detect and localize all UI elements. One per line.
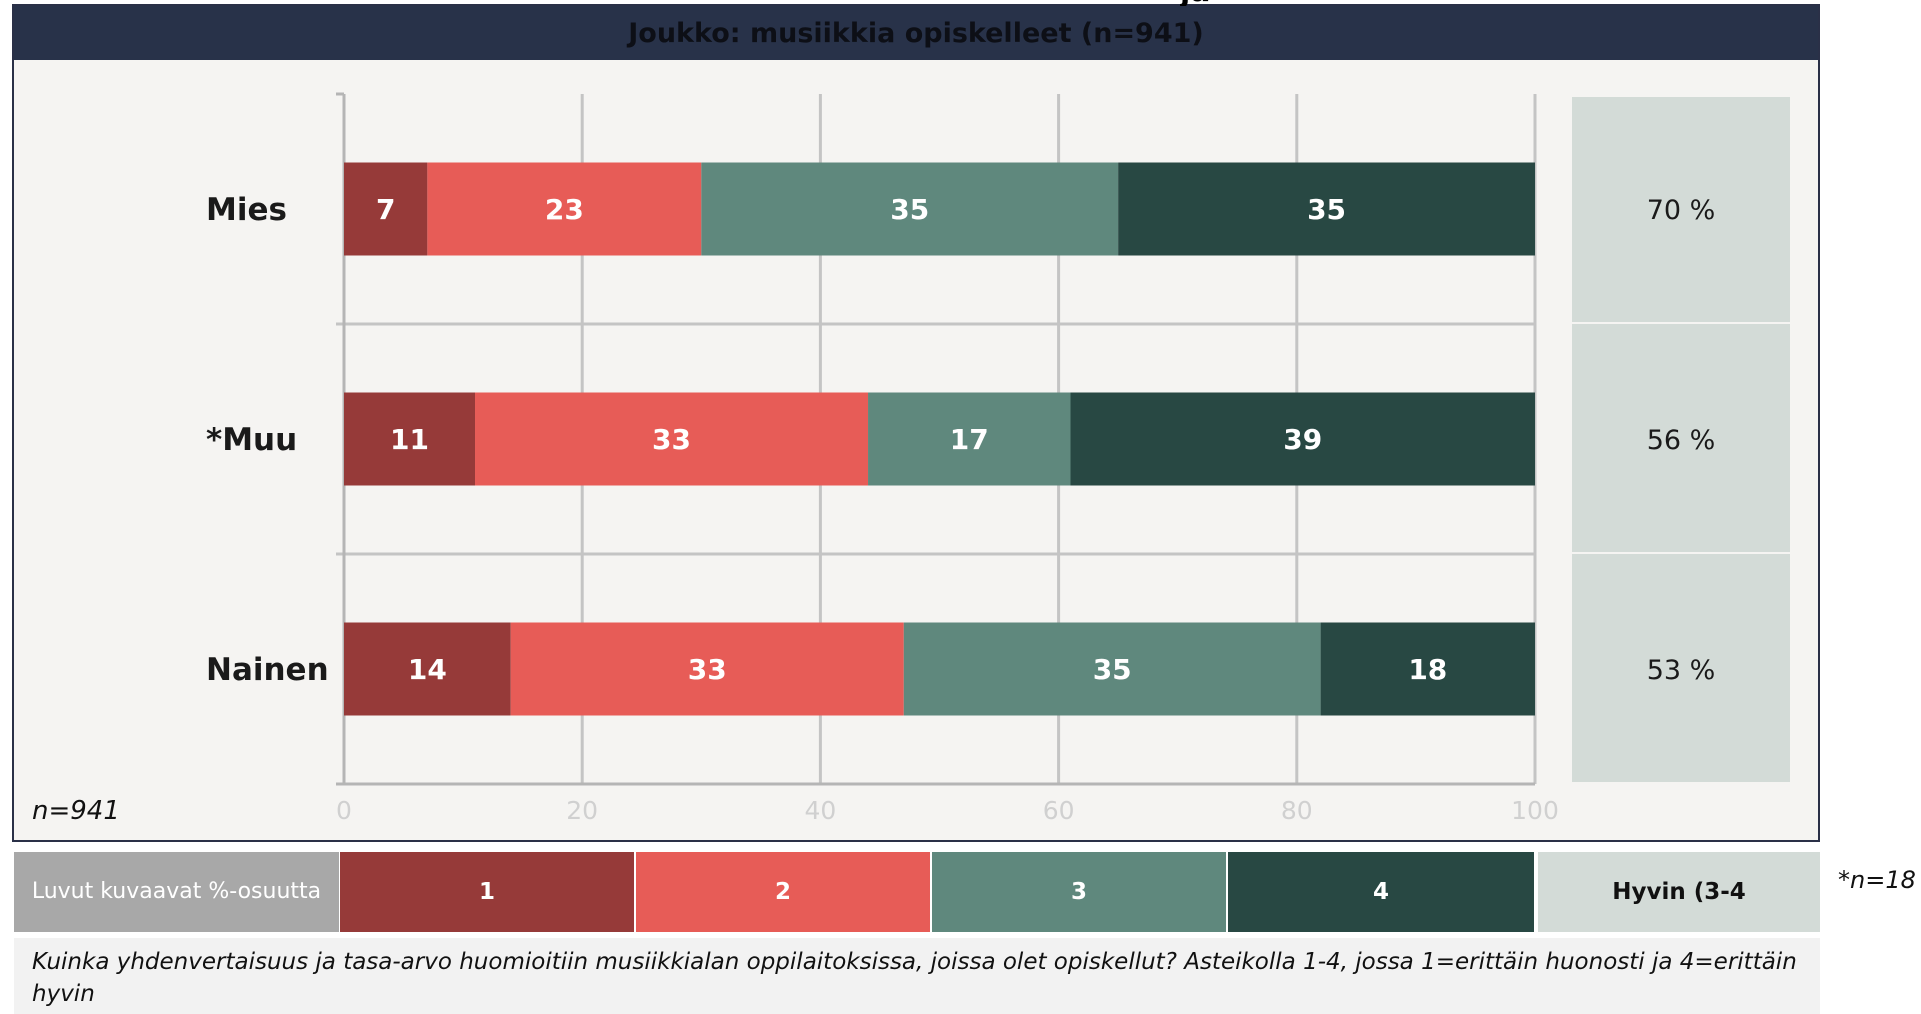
legend-item-1: 1 [340,852,634,932]
x-tick-label: 100 [1511,796,1559,825]
data-label: 35 [1307,193,1346,226]
data-label: 35 [890,193,929,226]
legend-item-3: 3 [932,852,1226,932]
summary-cell [1572,554,1790,782]
bar-segment [475,392,869,486]
data-label: 14 [408,653,447,686]
category-label: Mies [206,192,287,228]
bar-segment [1118,162,1535,256]
chart-frame: Joukko: musiikkia opiskelleet (n=941) 0 2… [12,4,1820,842]
x-tick-label: 0 [336,796,352,825]
question-text: Kuinka yhdenvertaisuus ja tasa-arvo huom… [14,938,1820,1014]
x-tick-label: 20 [566,796,598,825]
bar-segment [344,162,428,256]
summary-value: 53 % [1647,655,1716,686]
summary-cell [1572,324,1790,552]
legend-item-4: 4 [1228,852,1534,932]
bar-segment [701,162,1119,256]
category-label: Nainen [206,652,329,688]
bar-segment [868,392,1071,486]
bar-segment [344,392,476,486]
legend-item-2: 2 [636,852,930,932]
x-tick-label: 60 [1043,796,1075,825]
bar-segment [427,162,702,256]
x-tick-label: 80 [1281,796,1313,825]
data-label: 39 [1283,423,1322,456]
data-label: 7 [376,193,395,226]
data-label: 33 [652,423,691,456]
bar-segment [903,622,1321,716]
data-label: 23 [545,193,584,226]
stacked-bar-chart: 0 20 40 60 80 100 Mies 7 23 35 35 *Muu 11 33 17 39 Naine… [206,92,1790,825]
data-label: 35 [1093,653,1132,686]
clipped-top-text: ja [1180,0,1320,6]
footnote: *n=18 [1838,866,1916,894]
summary-value: 56 % [1647,425,1716,456]
bar-segment [1320,622,1535,716]
bar-segment [510,622,904,716]
bar-segment [1070,392,1535,486]
bar-segment [344,622,511,716]
legend-description: Luvut kuvaavat %-osuutta [14,852,339,932]
x-tick-label: 40 [804,796,836,825]
header-title: Joukko: musiikkia opiskelleet (n=941) [628,17,1204,49]
sample-size-label: n=941 [32,796,120,826]
data-label: 33 [688,653,727,686]
summary-value: 70 % [1647,195,1716,226]
data-label: 18 [1408,653,1447,686]
category-label: *Muu [206,422,297,458]
data-label: 17 [950,423,989,456]
legend-summary: Hyvin (3-4 [1538,852,1820,932]
summary-cell [1572,97,1790,322]
chart-header: Joukko: musiikkia opiskelleet (n=941) [14,6,1818,60]
data-label: 11 [390,423,429,456]
